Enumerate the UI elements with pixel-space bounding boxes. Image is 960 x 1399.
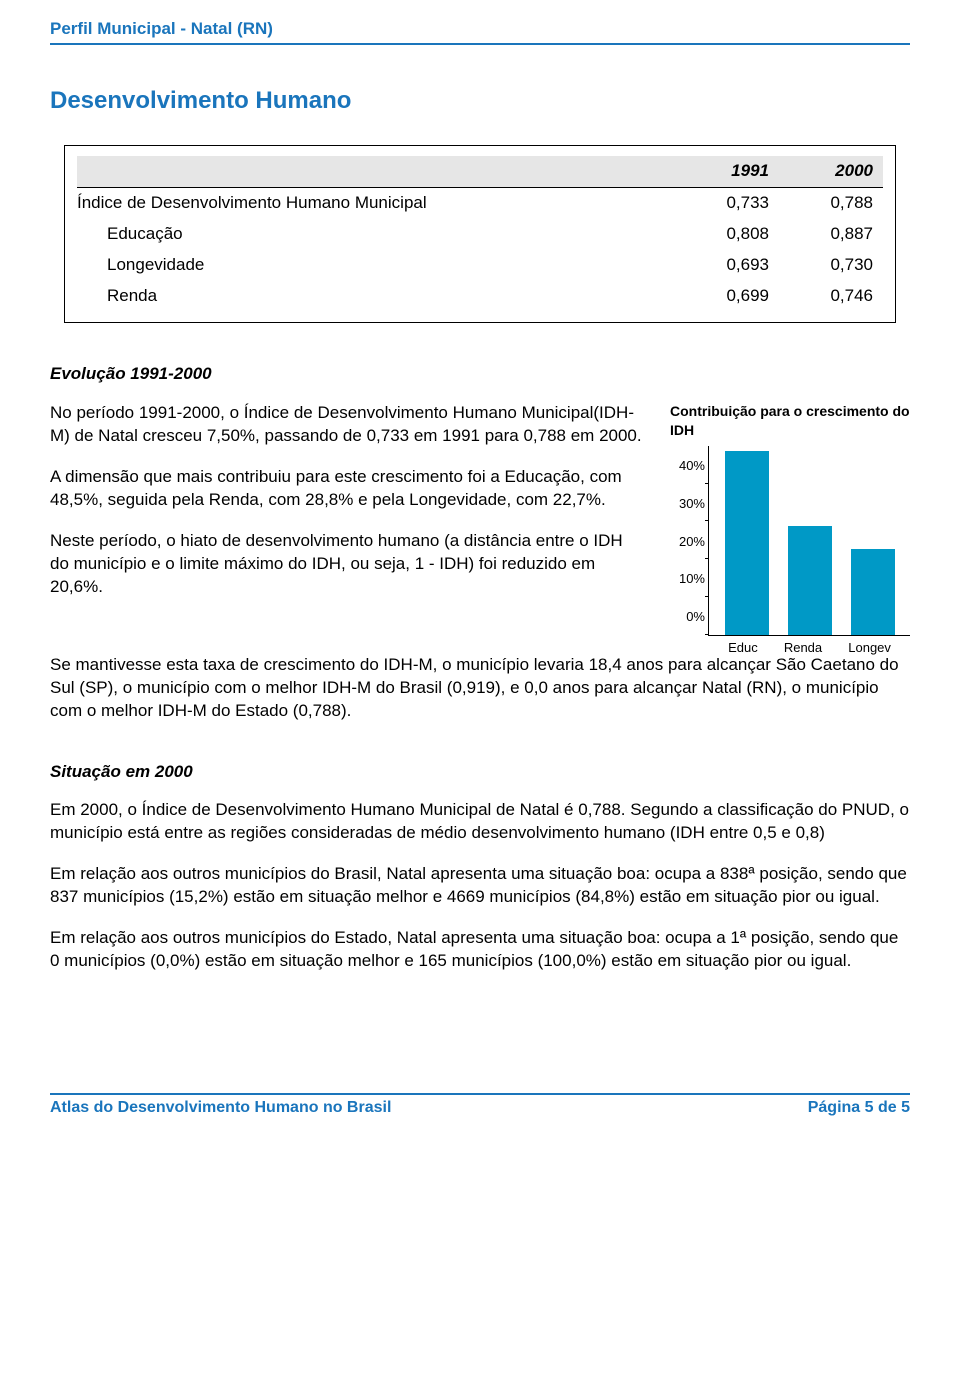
cell-label: Longevidade — [77, 250, 675, 281]
cell-value: 0,887 — [779, 219, 883, 250]
xtick-label: Longev — [848, 639, 891, 657]
cell-value: 0,788 — [779, 188, 883, 219]
cell-label: Renda — [77, 281, 675, 312]
section-title: Desenvolvimento Humano — [50, 85, 910, 117]
ytick-label: 40% — [667, 457, 705, 475]
cell-value: 0,808 — [675, 219, 779, 250]
cell-value: 0,699 — [675, 281, 779, 312]
ytick-label: 30% — [667, 495, 705, 513]
situacao-p2: Em relação aos outros municípios do Bras… — [50, 863, 910, 909]
cell-value: 0,733 — [675, 188, 779, 219]
page-header-title: Perfil Municipal - Natal (RN) — [50, 18, 910, 41]
ytick-label: 20% — [667, 533, 705, 551]
contrib-chart: EducRendaLongev 0%10%20%30%40% — [708, 446, 910, 636]
ytick-label: 0% — [667, 608, 705, 626]
ytick-label: 10% — [667, 571, 705, 589]
chart-title: Contribuição para o crescimento do IDH — [670, 402, 910, 440]
cell-value: 0,746 — [779, 281, 883, 312]
situacao-p1: Em 2000, o Índice de Desenvolvimento Hum… — [50, 799, 910, 845]
situacao-title: Situação em 2000 — [50, 761, 910, 784]
footer-rule — [50, 1093, 910, 1095]
bar — [725, 451, 769, 634]
col-header-2000: 2000 — [779, 156, 883, 187]
cell-label: Educação — [77, 219, 675, 250]
evolucao-p3: Neste período, o hiato de desenvolviment… — [50, 530, 646, 599]
idh-table: 1991 2000 Índice de Desenvolvimento Huma… — [77, 156, 883, 312]
col-header-1991: 1991 — [675, 156, 779, 187]
cell-label: Índice de Desenvolvimento Humano Municip… — [77, 188, 675, 219]
cell-value: 0,693 — [675, 250, 779, 281]
footer-left: Atlas do Desenvolvimento Humano no Brasi… — [50, 1097, 391, 1119]
xtick-label: Renda — [784, 639, 822, 657]
evolucao-p2: A dimensão que mais contribuiu para este… — [50, 466, 646, 512]
bar — [788, 526, 832, 635]
bar — [851, 549, 895, 635]
table-row: Educação 0,808 0,887 — [77, 219, 883, 250]
table-header-row: 1991 2000 — [77, 156, 883, 187]
xtick-label: Educ — [728, 639, 758, 657]
footer-right: Página 5 de 5 — [808, 1097, 910, 1119]
col-header-blank — [77, 156, 675, 187]
evolucao-p4: Se mantivesse esta taxa de crescimento d… — [50, 654, 910, 723]
table-row: Índice de Desenvolvimento Humano Municip… — [77, 188, 883, 219]
idh-table-wrapper: 1991 2000 Índice de Desenvolvimento Huma… — [64, 145, 896, 323]
evolucao-title: Evolução 1991-2000 — [50, 363, 910, 386]
cell-value: 0,730 — [779, 250, 883, 281]
evolucao-p1: No período 1991-2000, o Índice de Desenv… — [50, 402, 646, 448]
table-row: Longevidade 0,693 0,730 — [77, 250, 883, 281]
table-row: Renda 0,699 0,746 — [77, 281, 883, 312]
situacao-p3: Em relação aos outros municípios do Esta… — [50, 927, 910, 973]
header-rule — [50, 43, 910, 45]
